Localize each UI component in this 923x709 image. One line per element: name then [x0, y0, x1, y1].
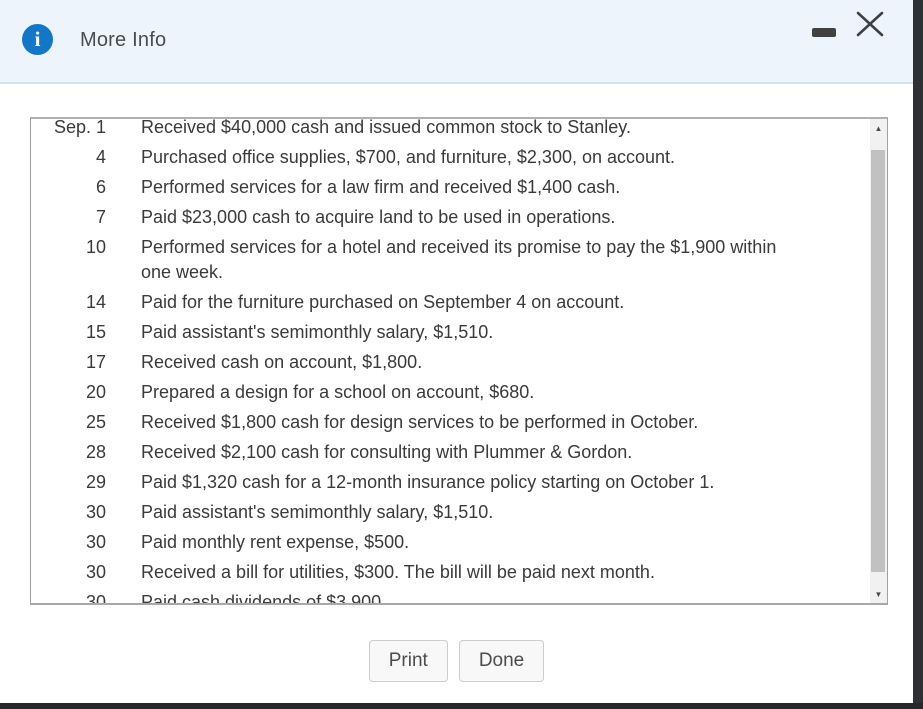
scroll-down-button[interactable]: ▼ [874, 589, 883, 599]
window-right-edge [913, 0, 923, 709]
transaction-date: 29 [85, 472, 106, 492]
transaction-date: 25 [85, 412, 106, 432]
transaction-desc: Received $40,000 cash and issued common … [141, 119, 631, 137]
list-item: 30 Paid monthly rent expense, $500. [33, 530, 869, 555]
transaction-date: 20 [85, 382, 106, 402]
transaction-date: 10 [85, 237, 106, 257]
transaction-desc: Paid assistant's semimonthly salary, $1,… [141, 322, 494, 342]
transaction-desc: Received a bill for utilities, $300. The… [141, 562, 655, 582]
transaction-date: 7 [95, 207, 106, 227]
minimize-icon [812, 28, 836, 37]
minimize-button[interactable] [812, 28, 836, 37]
transaction-date: 17 [85, 352, 106, 372]
transaction-date: 30 [85, 562, 106, 582]
list-item: 29 Paid $1,320 cash for a 12-month insur… [33, 470, 869, 495]
info-icon: i [22, 24, 53, 55]
vertical-scrollbar[interactable]: ▲ ▼ [870, 119, 887, 603]
transaction-date: 14 [85, 292, 106, 312]
transactions-rows: Sep. 1 Received $40,000 cash and issued … [33, 119, 869, 603]
transaction-desc: Received $2,100 cash for consulting with… [141, 442, 633, 462]
transaction-date: 6 [95, 177, 106, 197]
transaction-date: 15 [85, 322, 106, 342]
list-item: 14 Paid for the furniture purchased on S… [33, 290, 869, 315]
list-item: 28 Received $2,100 cash for consulting w… [33, 440, 869, 465]
transaction-desc: Paid monthly rent expense, $500. [141, 532, 410, 552]
list-item: 30 Paid assistant's semimonthly salary, … [33, 500, 869, 525]
transaction-desc: Paid assistant's semimonthly salary, $1,… [141, 502, 494, 522]
dialog-header: i More Info [0, 0, 913, 84]
transaction-date: 30 [85, 592, 106, 603]
list-item: 15 Paid assistant's semimonthly salary, … [33, 320, 869, 345]
close-button[interactable] [855, 10, 885, 38]
scroll-up-button[interactable]: ▲ [874, 123, 883, 133]
transaction-desc: Received cash on account, $1,800. [141, 352, 423, 372]
transaction-date: 28 [85, 442, 106, 462]
print-button[interactable]: Print [368, 640, 448, 682]
list-item: 25 Received $1,800 cash for design servi… [33, 410, 869, 435]
list-item: 17 Received cash on account, $1,800. [33, 350, 869, 375]
list-item: 30 Received a bill for utilities, $300. … [33, 560, 869, 585]
transaction-desc: Paid $23,000 cash to acquire land to be … [141, 207, 616, 227]
list-item: Sep. 1 Received $40,000 cash and issued … [33, 119, 869, 140]
dialog-footer: Print Done [0, 640, 913, 682]
transaction-date: 30 [85, 532, 106, 552]
transaction-desc: Performed services for a law firm and re… [141, 177, 621, 197]
done-button[interactable]: Done [458, 640, 545, 682]
list-item: 4 Purchased office supplies, $700, and f… [33, 145, 869, 170]
dialog-title: More Info [80, 29, 167, 51]
list-item: 7 Paid $23,000 cash to acquire land to b… [33, 205, 869, 230]
close-icon [856, 11, 884, 37]
transaction-desc: Purchased office supplies, $700, and fur… [141, 147, 676, 167]
list-item: 30 Paid cash dividends of $3,900. [33, 590, 869, 603]
transaction-date: 4 [95, 147, 106, 167]
window-controls [812, 10, 885, 38]
transaction-desc: Paid for the furniture purchased on Sept… [141, 292, 625, 312]
transaction-date: 30 [85, 502, 106, 522]
transaction-date: Sep. 1 [53, 119, 106, 137]
transaction-desc: Paid $1,320 cash for a 12-month insuranc… [141, 472, 715, 492]
transactions-list: Sep. 1 Received $40,000 cash and issued … [30, 117, 888, 605]
list-item: 20 Prepared a design for a school on acc… [33, 380, 869, 405]
transaction-desc: Performed services for a hotel and recei… [141, 237, 777, 282]
window-bottom-edge [0, 703, 923, 709]
scrollbar-thumb[interactable] [871, 150, 885, 572]
transaction-desc: Paid cash dividends of $3,900. [141, 592, 387, 603]
info-icon-glyph: i [34, 27, 41, 51]
transaction-desc: Received $1,800 cash for design services… [141, 412, 699, 432]
transaction-desc: Prepared a design for a school on accoun… [141, 382, 535, 402]
list-item: 6 Performed services for a law firm and … [33, 175, 869, 200]
list-item: 10 Performed services for a hotel and re… [33, 235, 869, 285]
